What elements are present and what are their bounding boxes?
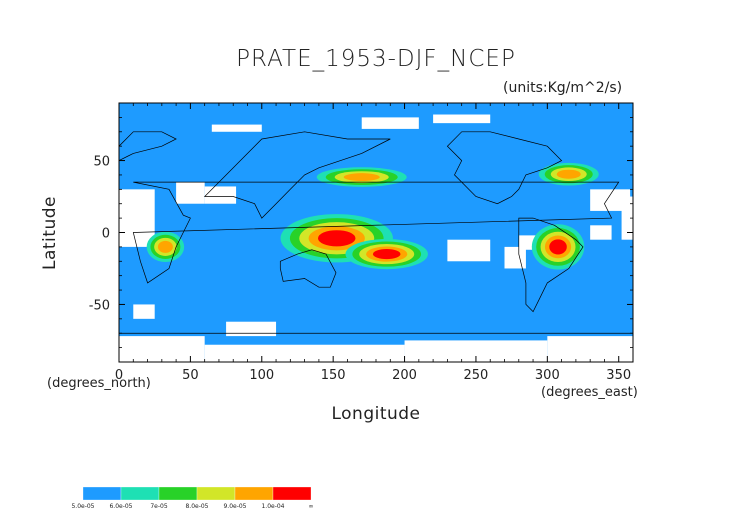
x-tick-label: 0 bbox=[115, 368, 123, 383]
colorbar-label: 9.0e-05 bbox=[223, 503, 246, 510]
missing-data-patch bbox=[204, 344, 405, 362]
colorbar: 5.0e-05 6.0e-05 7e-05 8.0e-05 9.0e-05 1.0e-04… bbox=[71, 486, 314, 510]
precip-band bbox=[157, 240, 173, 253]
coastline bbox=[446, 131, 563, 205]
x-axis-label: Longitude bbox=[331, 404, 421, 424]
colorbar-label: ∞ bbox=[309, 503, 314, 510]
missing-data-patch bbox=[621, 196, 633, 240]
missing-data-patch bbox=[447, 239, 491, 262]
units-label: (units:Kg/m^2/s) bbox=[503, 80, 623, 96]
colorbar-swatch bbox=[272, 486, 312, 501]
coastline bbox=[518, 217, 584, 313]
chart-title: PRATE_1953-DJF_NCEP bbox=[236, 46, 516, 72]
colorbar-label: 6.0e-05 bbox=[109, 503, 132, 510]
x-tick-label: 350 bbox=[606, 368, 631, 383]
colorbar-swatch bbox=[158, 486, 198, 501]
missing-data-patch bbox=[119, 189, 155, 247]
x-tick-label: 150 bbox=[321, 368, 346, 383]
x-tick-label: 250 bbox=[464, 368, 489, 383]
missing-data-patch bbox=[361, 117, 419, 129]
missing-data-patch bbox=[547, 336, 633, 362]
x-tick-label: 100 bbox=[249, 368, 274, 383]
missing-data-patch bbox=[226, 321, 277, 337]
colorbar-swatch bbox=[82, 486, 122, 501]
colorbar-label: 8.0e-05 bbox=[185, 503, 208, 510]
colorbar-swatch bbox=[120, 486, 160, 501]
missing-data-patch bbox=[404, 340, 548, 362]
coastline bbox=[132, 181, 620, 284]
precip-band bbox=[372, 249, 401, 260]
colorbar-label: 5.0e-05 bbox=[71, 503, 94, 510]
map-layer bbox=[118, 103, 633, 362]
x-tick-label: 50 bbox=[182, 368, 199, 383]
colorbar-swatch bbox=[234, 486, 274, 501]
x-units-note: (degrees_east) bbox=[541, 385, 638, 400]
coastline bbox=[203, 131, 391, 219]
x-tick-label: 300 bbox=[535, 368, 560, 383]
missing-data-patch bbox=[119, 336, 205, 362]
coastline bbox=[118, 131, 177, 162]
missing-data-patch bbox=[204, 186, 237, 204]
y-tick-label: 0 bbox=[102, 227, 110, 242]
y-tick-label: -50 bbox=[89, 298, 110, 313]
y-units-note: (degrees_north) bbox=[47, 376, 151, 391]
colorbar-swatch bbox=[196, 486, 236, 501]
colorbar-label: 7e-05 bbox=[150, 503, 167, 510]
y-tick-label: 50 bbox=[93, 155, 110, 170]
missing-data-patch bbox=[590, 189, 631, 211]
missing-data-patch bbox=[211, 124, 262, 132]
precip-band bbox=[549, 239, 567, 255]
missing-data-patch bbox=[504, 246, 526, 269]
missing-data-patch bbox=[433, 114, 491, 124]
precip-band bbox=[317, 230, 356, 247]
coastline bbox=[279, 249, 337, 288]
x-tick-label: 200 bbox=[392, 368, 417, 383]
missing-data-patch bbox=[590, 225, 612, 240]
missing-data-patch bbox=[176, 182, 205, 204]
colorbar-label: 1.0e-04 bbox=[261, 503, 284, 510]
precip-band bbox=[556, 169, 581, 179]
axes-layer: 0 50 100 150 200 250 300 350 -50 0 50 bbox=[89, 102, 634, 383]
missing-data-patch bbox=[133, 304, 155, 319]
precip-band bbox=[343, 173, 380, 182]
